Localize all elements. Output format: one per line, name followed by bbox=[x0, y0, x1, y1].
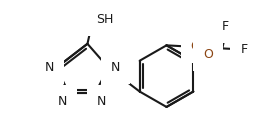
Text: N: N bbox=[111, 61, 120, 74]
Text: O: O bbox=[191, 40, 200, 53]
Text: N: N bbox=[58, 95, 67, 108]
Text: F: F bbox=[222, 20, 229, 33]
Text: F: F bbox=[240, 43, 248, 56]
Text: O: O bbox=[203, 48, 213, 61]
Text: N: N bbox=[45, 61, 54, 74]
Text: N: N bbox=[97, 95, 106, 108]
Text: SH: SH bbox=[96, 13, 113, 26]
